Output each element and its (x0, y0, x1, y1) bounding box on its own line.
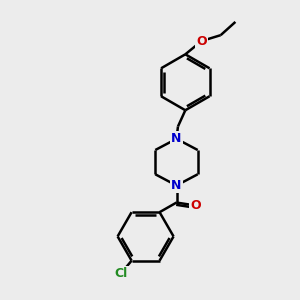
Text: N: N (171, 132, 182, 145)
Text: O: O (196, 34, 207, 48)
Text: O: O (190, 199, 201, 212)
Text: N: N (171, 179, 182, 192)
Text: Cl: Cl (115, 266, 128, 280)
